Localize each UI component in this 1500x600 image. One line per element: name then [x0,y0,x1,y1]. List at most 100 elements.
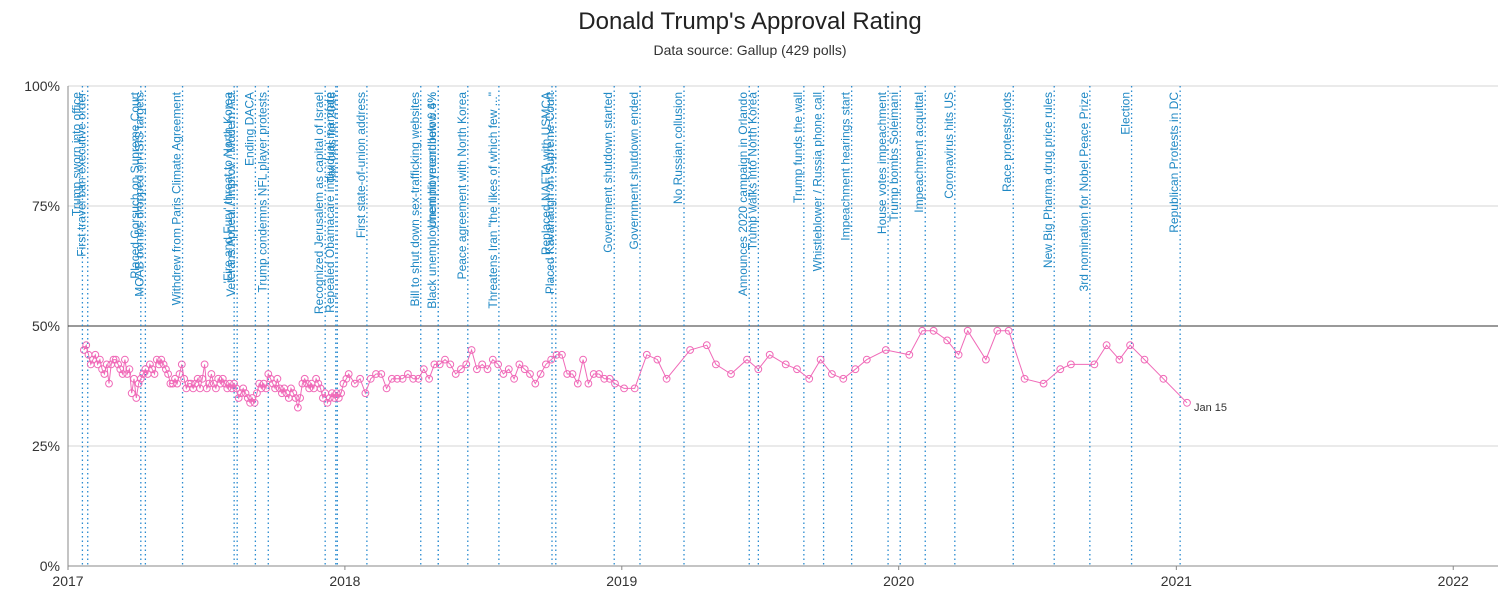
data-point [82,341,91,350]
data-point [127,389,136,398]
data-point [168,379,177,388]
event-label: First travel ban executive order [75,92,89,257]
data-point [278,389,286,398]
data-point [200,360,209,369]
data-point [98,365,106,374]
data-point [303,379,311,388]
data-point [1140,355,1149,364]
data-point [312,374,321,383]
event-label: 'Fire and Fury' threat to North Korea [221,92,235,284]
event-label: Republican Protests in DC [1167,92,1181,233]
data-point [325,394,334,402]
event-label: 3rd nomination for Nobel Peace Prize [1077,92,1091,292]
data-point [323,398,332,407]
x-tick-label: 2020 [883,573,914,589]
chart-subtitle: Data source: Gallup (429 polls) [653,42,847,58]
data-point [605,374,614,383]
data-point [157,355,166,364]
data-point [839,374,848,383]
data-point [298,379,307,388]
data-point [148,365,157,374]
data-point [80,346,88,354]
data-point [435,360,444,369]
data-point [584,379,593,388]
data-point [177,360,186,369]
data-point [152,355,161,364]
data-point [114,360,122,369]
data-point [273,374,282,383]
data-point [702,341,711,350]
data-point [314,379,323,388]
data-point [743,355,751,364]
data-point [686,346,694,354]
data-point [207,370,216,378]
data-point [828,370,836,378]
data-point [483,365,492,374]
event-label: Threatens Iran "the likes of which few .… [486,92,500,309]
data-point [248,394,257,402]
event-label: Black unemployment hit record low 6.6% [425,92,439,309]
data-point [1090,360,1099,369]
data-point [337,389,346,398]
data-point [478,360,487,369]
data-point [600,374,609,383]
data-point [132,394,141,402]
data-point [929,326,938,335]
event-label: Impeachment acquittal [912,92,926,213]
data-point [342,374,351,383]
y-tick-label: 50% [32,318,60,334]
data-point [595,370,603,378]
data-point [93,360,102,369]
data-point [754,365,763,374]
data-point [225,379,234,388]
data-point [123,370,132,378]
data-point [328,389,336,398]
data-point [881,346,890,354]
data-point [727,370,735,378]
data-point [462,360,471,369]
event-label: No Russian collusion [671,92,685,204]
data-point [111,355,120,364]
event-label: Announces 2020 campaign in Orlando [736,92,750,296]
data-point [1159,374,1168,383]
data-point [350,379,359,388]
x-tick-label: 2021 [1161,573,1192,589]
data-point [1056,365,1065,374]
data-point [239,384,248,393]
data-point [409,374,418,383]
event-label: Race protests/riots [1000,92,1014,192]
data-point [816,355,825,364]
data-point [526,370,534,378]
data-point [520,365,529,374]
data-point [175,370,184,378]
data-point [230,379,239,388]
data-point [198,374,207,383]
data-point [291,394,300,402]
data-point [223,384,232,393]
event-label: Coronavirus hits US [942,92,956,199]
event-label: New Big Pharma drug price rules [1041,92,1055,268]
event-label: Election [1119,92,1133,135]
event-label: Placed Gorsuch on Supreme Court [128,91,142,278]
data-point [356,374,365,383]
data-point [1067,360,1075,369]
data-point [765,350,774,359]
event-label: Replaced NAFTA with USMCA [539,92,553,255]
event-label: Unemployment below 4% [425,92,439,228]
y-tick-label: 0% [40,558,60,574]
data-point [653,355,662,364]
data-point [515,360,524,369]
data-point [573,379,582,388]
data-point [125,365,134,374]
y-tick-label: 25% [32,438,60,454]
event-label: Ending DACA [242,92,256,166]
data-point [294,403,302,412]
data-point [414,374,423,383]
data-point [531,379,540,388]
event-label: Trump funds the wall [791,92,805,203]
data-point [393,374,402,383]
data-point [993,326,1002,335]
data-point [243,394,252,402]
x-tick-label: 2022 [1438,573,1469,589]
